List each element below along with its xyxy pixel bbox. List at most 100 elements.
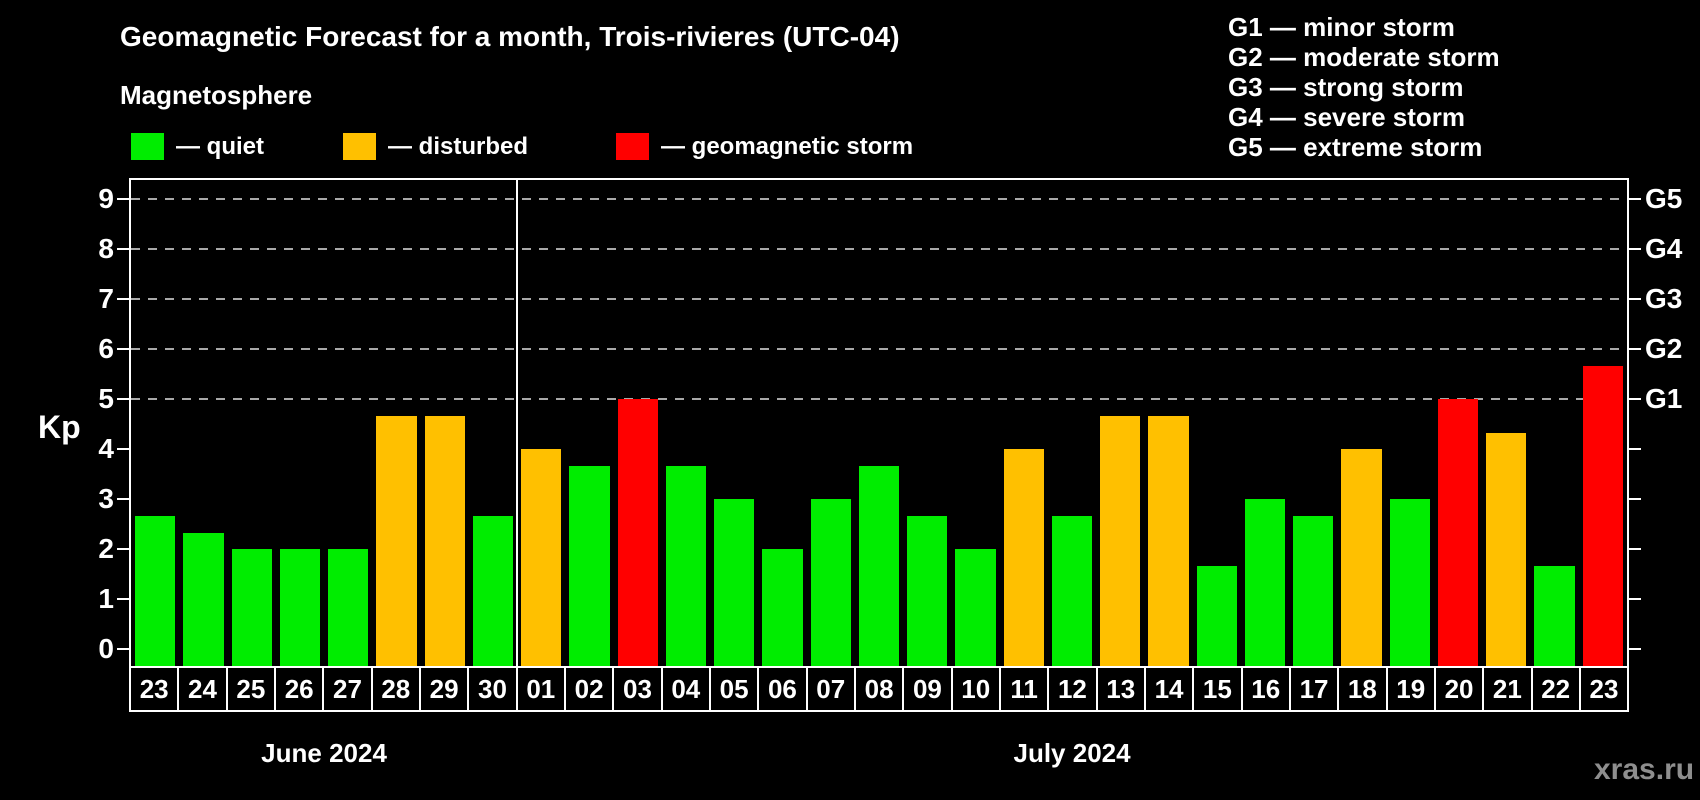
day-label-july-23: 23 bbox=[1578, 666, 1630, 712]
day-label-july-03: 03 bbox=[612, 666, 663, 712]
kp-bar-day-22 bbox=[1534, 565, 1575, 666]
legend-label-disturbed: — disturbed bbox=[388, 133, 529, 160]
page-title: Geomagnetic Forecast for a month, Trois-… bbox=[120, 21, 900, 52]
kp-bar-day-29 bbox=[424, 415, 465, 666]
kp-bar-day-12 bbox=[1051, 515, 1093, 666]
day-label-july-01: 01 bbox=[515, 666, 566, 712]
left-tick-4 bbox=[117, 448, 129, 450]
kp-bar-chart-plot-area bbox=[129, 178, 1629, 668]
kp-bar-day-19 bbox=[1389, 499, 1430, 666]
kp-bar-day-01 bbox=[521, 449, 562, 666]
g-legend-line-4: G4 — severe storm bbox=[1228, 102, 1466, 132]
day-label-july-10: 10 bbox=[950, 666, 1001, 712]
kp-bar-day-23 bbox=[135, 515, 176, 666]
g-axis-label-g3: G3 bbox=[1645, 283, 1683, 314]
y-tick-label-0: 0 bbox=[98, 633, 114, 664]
magnetosphere-subtitle: Magnetosphere bbox=[120, 80, 313, 110]
right-tick-9 bbox=[1629, 198, 1641, 200]
g-legend-line-1: G1 — minor storm bbox=[1228, 12, 1455, 42]
right-tick-6 bbox=[1629, 348, 1641, 350]
day-label-july-16: 16 bbox=[1240, 666, 1291, 712]
g-legend-line-5: G5 — extreme storm bbox=[1228, 132, 1483, 162]
kp-bar-day-27 bbox=[328, 549, 369, 666]
kp-bar-day-16 bbox=[1244, 499, 1286, 666]
day-label-july-04: 04 bbox=[660, 666, 711, 712]
kp-bar-day-11 bbox=[1003, 449, 1044, 666]
day-label-july-14: 14 bbox=[1143, 666, 1195, 712]
kp-bar-day-17 bbox=[1293, 515, 1334, 666]
y-axis-title: Kp bbox=[38, 409, 81, 445]
right-tick-5 bbox=[1629, 398, 1641, 400]
xras-watermark: xras.ru bbox=[1594, 753, 1695, 786]
kp-bar-day-26 bbox=[279, 549, 321, 666]
left-tick-5 bbox=[117, 398, 129, 400]
left-tick-9 bbox=[117, 198, 129, 200]
right-tick-0 bbox=[1629, 648, 1641, 650]
day-label-june-30: 30 bbox=[467, 666, 518, 712]
y-tick-label-9: 9 bbox=[98, 183, 114, 214]
right-tick-7 bbox=[1629, 298, 1641, 300]
kp-bar-day-09 bbox=[907, 515, 948, 666]
right-tick-2 bbox=[1629, 548, 1641, 550]
g-axis-label-g4: G4 bbox=[1645, 233, 1683, 264]
day-label-july-06: 06 bbox=[757, 666, 808, 712]
day-label-july-17: 17 bbox=[1288, 666, 1340, 712]
day-label-july-22: 22 bbox=[1530, 666, 1581, 712]
g-axis-label-g5: G5 bbox=[1645, 183, 1683, 214]
day-label-july-21: 21 bbox=[1482, 666, 1533, 712]
day-label-july-12: 12 bbox=[1047, 666, 1098, 712]
kp-bar-day-08 bbox=[858, 465, 900, 666]
kp-bar-day-05 bbox=[714, 499, 755, 666]
kp-bar-day-18 bbox=[1341, 449, 1382, 666]
kp-bar-day-20 bbox=[1437, 399, 1479, 666]
legend-label-geomagnetic-storm: — geomagnetic storm bbox=[661, 133, 914, 160]
month-label-june: June 2024 bbox=[261, 738, 387, 768]
kp-bar-day-15 bbox=[1196, 565, 1237, 666]
y-tick-label-4: 4 bbox=[98, 433, 114, 464]
day-label-july-15: 15 bbox=[1192, 666, 1243, 712]
kp-bar-day-21 bbox=[1486, 432, 1527, 666]
left-tick-8 bbox=[117, 248, 129, 250]
day-label-july-19: 19 bbox=[1385, 666, 1436, 712]
legend-label-quiet: — quiet bbox=[176, 133, 264, 160]
day-label-july-13: 13 bbox=[1095, 666, 1146, 712]
kp-bar-day-28 bbox=[376, 415, 417, 666]
g-scale-legend: G1 — minor storm G2 — moderate storm G3 — … bbox=[1228, 12, 1500, 162]
month-label-july: July 2024 bbox=[1013, 738, 1131, 768]
left-tick-1 bbox=[117, 598, 129, 600]
y-tick-label-7: 7 bbox=[98, 283, 114, 314]
day-label-july-08: 08 bbox=[853, 666, 905, 712]
legend-item-geomagnetic-storm: — geomagnetic storm bbox=[616, 133, 913, 160]
g-axis-label-g1: G1 bbox=[1645, 383, 1683, 414]
kp-bar-day-07 bbox=[810, 499, 851, 666]
y-tick-label-1: 1 bbox=[98, 583, 114, 614]
kp-bar-day-25 bbox=[231, 549, 272, 666]
y-tick-label-5: 5 bbox=[98, 383, 114, 414]
day-axis-row: 23 24 25 26 27 28 29 30 01 02 03 04 05 06 07 08 09 10 11 12… bbox=[129, 666, 1630, 712]
day-label-july-07: 07 bbox=[805, 666, 856, 712]
gridline-kp-6 bbox=[131, 348, 1627, 350]
right-tick-3 bbox=[1629, 498, 1641, 500]
day-label-july-09: 09 bbox=[902, 666, 953, 712]
day-label-june-24: 24 bbox=[177, 666, 228, 712]
day-label-july-02: 02 bbox=[563, 666, 615, 712]
right-tick-1 bbox=[1629, 598, 1641, 600]
y-tick-label-3: 3 bbox=[98, 483, 114, 514]
kp-bar-day-30 bbox=[472, 515, 514, 666]
day-label-june-29: 29 bbox=[418, 666, 470, 712]
g-axis-label-g2: G2 bbox=[1645, 333, 1683, 364]
left-tick-6 bbox=[117, 348, 129, 350]
legend-swatch-disturbed bbox=[343, 133, 376, 160]
g-legend-line-2: G2 — moderate storm bbox=[1228, 42, 1500, 72]
legend-item-quiet: — quiet bbox=[131, 133, 264, 160]
day-label-july-05: 05 bbox=[708, 666, 760, 712]
month-separator-line bbox=[516, 180, 518, 666]
kp-bar-day-23 bbox=[1582, 365, 1623, 666]
kp-bar-day-10 bbox=[955, 549, 996, 666]
day-label-june-27: 27 bbox=[322, 666, 373, 712]
kp-bar-day-14 bbox=[1148, 415, 1189, 666]
kp-bar-day-04 bbox=[665, 465, 707, 666]
right-tick-4 bbox=[1629, 448, 1641, 450]
